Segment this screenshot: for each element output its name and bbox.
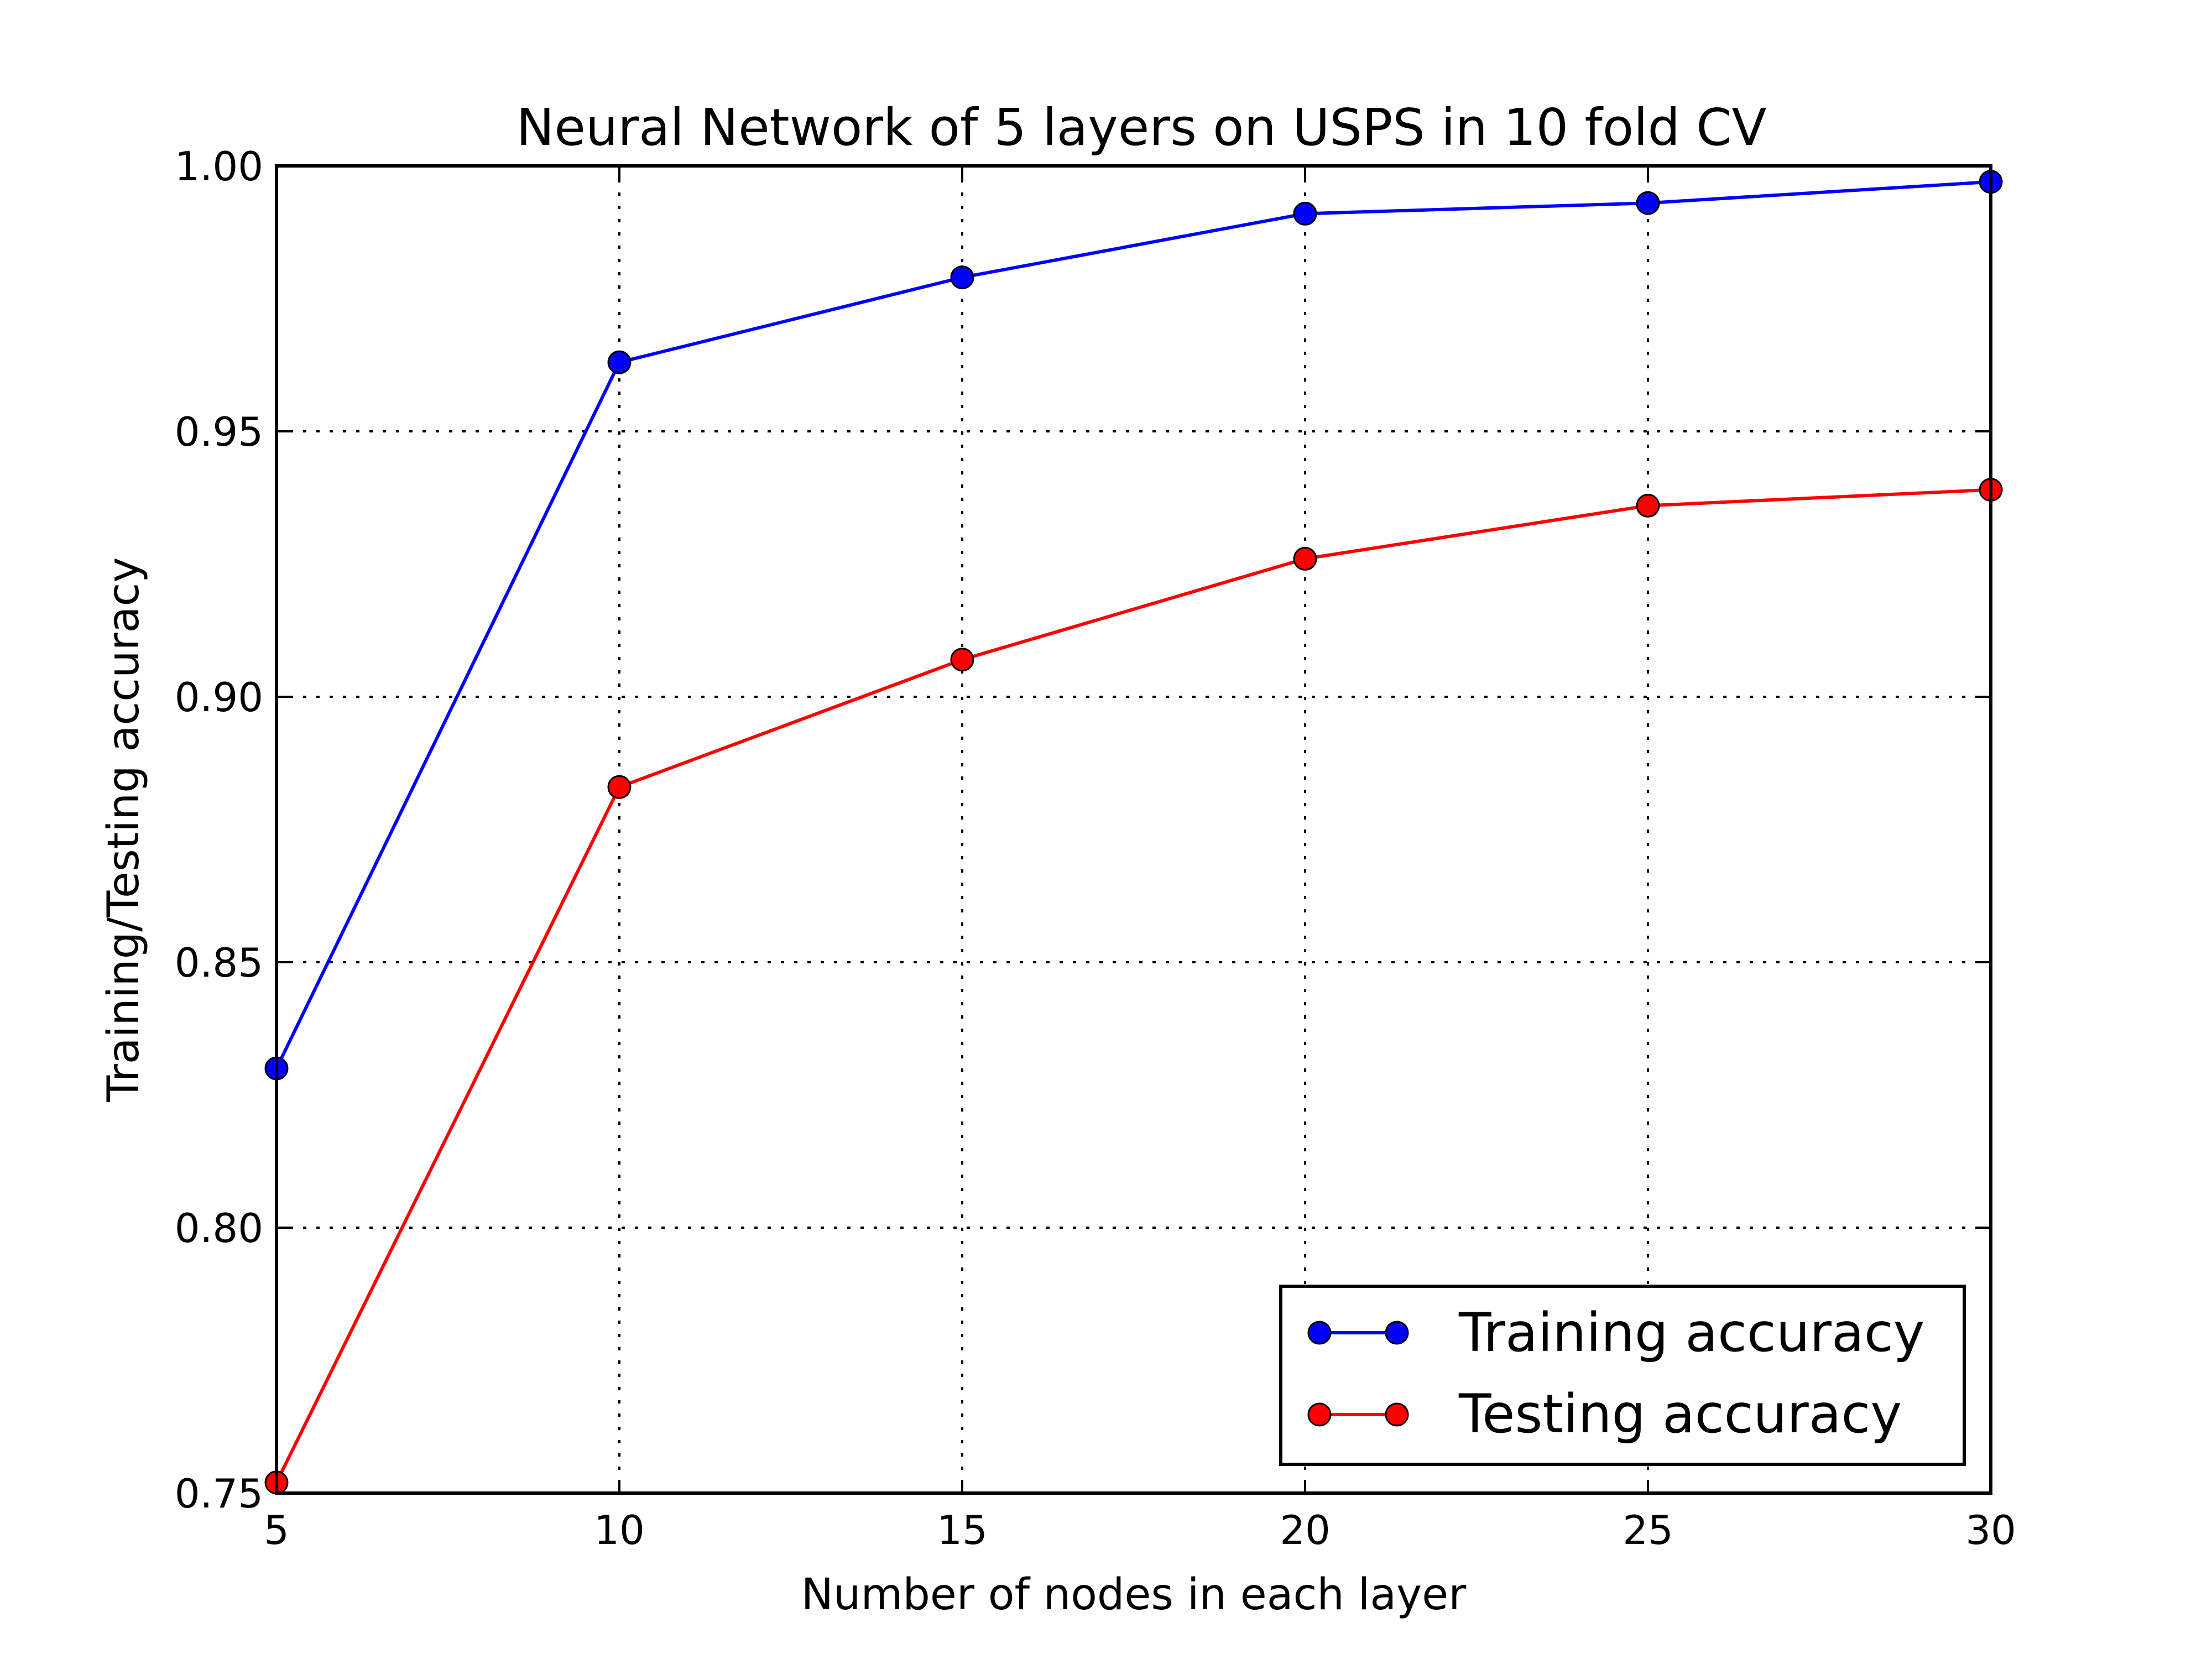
legend-marker-testing: [1307, 1402, 1332, 1427]
data-point-testing-accuracy: [950, 648, 974, 672]
data-point-testing-accuracy: [607, 775, 632, 799]
y-tick-label: 0.80: [175, 1205, 263, 1251]
series-line-training-accuracy: [275, 180, 1991, 1070]
y-tick-label: 1.00: [175, 143, 263, 190]
x-tick-label: 10: [594, 1507, 645, 1553]
x-tick-label: 30: [1965, 1507, 2016, 1553]
legend-label-training: Training accuracy: [1458, 1302, 1924, 1364]
legend-marker-training: [1385, 1321, 1409, 1345]
y-tick-label: 0.90: [175, 674, 263, 721]
y-tick-label: 0.85: [175, 940, 263, 986]
data-point-testing-accuracy: [1636, 493, 1660, 518]
plot-frame: [275, 164, 1992, 1495]
data-point-testing-accuracy: [1293, 546, 1317, 571]
series-line-testing-accuracy: [275, 488, 1991, 1484]
y-axis-label: Training/Testing accuracy: [99, 557, 149, 1103]
x-tick-label: 25: [1623, 1507, 1673, 1553]
legend-marker-training: [1307, 1321, 1332, 1345]
x-tick-label: 20: [1280, 1507, 1331, 1553]
data-point-training-accuracy: [1636, 191, 1660, 215]
x-tick-label: 5: [264, 1507, 289, 1553]
data-point-training-accuracy: [1293, 201, 1317, 226]
data-point-training-accuracy: [950, 265, 974, 290]
x-tick-label: 15: [937, 1507, 988, 1553]
chart-title: Neural Network of 5 layers on USPS in 10…: [517, 98, 1767, 157]
legend: Training accuracy Testing accuracy: [1279, 1285, 1966, 1466]
x-axis-label: Number of nodes in each layer: [801, 1570, 1467, 1620]
axis-ticks: 5 10 15 20 25 30 0.75 0.80 0.85 0.90 0.95 1.00: [175, 143, 2016, 1553]
y-tick-label: 0.95: [175, 409, 263, 455]
legend-box: [1279, 1285, 1966, 1466]
y-tick-label: 0.75: [175, 1470, 263, 1517]
data-point-training-accuracy: [607, 350, 632, 374]
legend-label-testing: Testing accuracy: [1458, 1383, 1902, 1445]
grid-lines: [276, 166, 1991, 1493]
legend-marker-testing: [1385, 1402, 1409, 1427]
